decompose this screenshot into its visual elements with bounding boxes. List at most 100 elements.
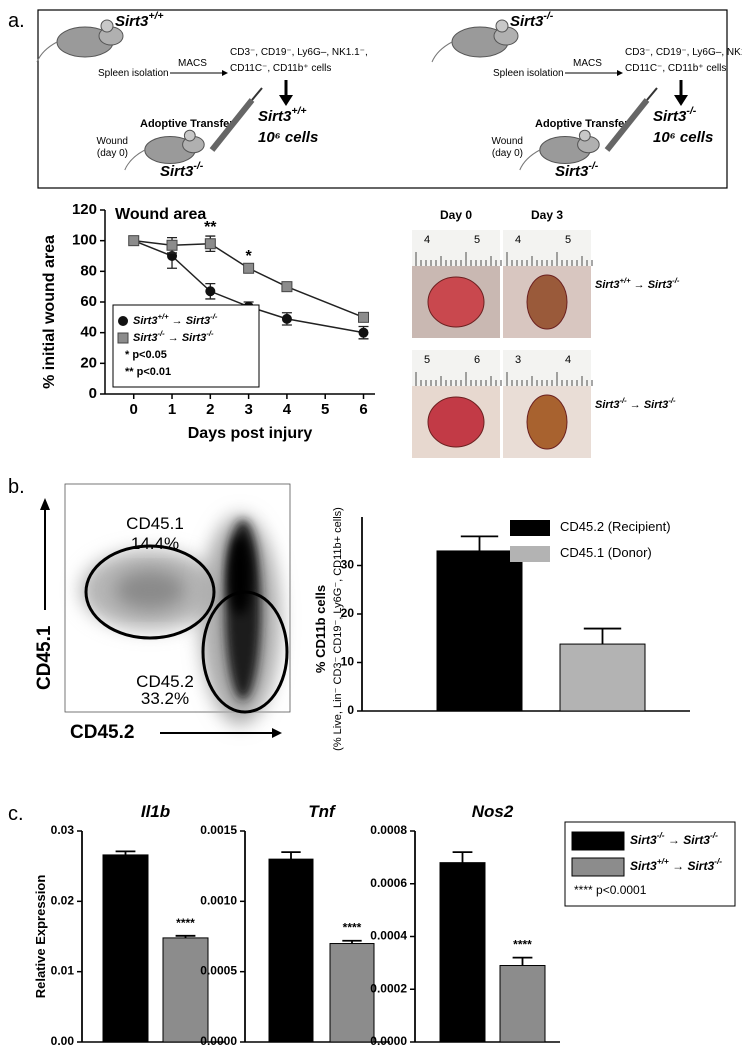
y-tick-label: 0.0010 <box>200 894 237 908</box>
column-label: Day 3 <box>531 208 563 222</box>
genotype: Sirt3-/- <box>160 160 204 180</box>
wound <box>526 274 568 330</box>
bar <box>439 862 486 1043</box>
legend-box <box>112 304 260 388</box>
legend-swatch <box>510 546 550 562</box>
wound-label: Wound <box>96 136 128 147</box>
syringe <box>646 87 658 101</box>
significance: **** <box>176 916 195 930</box>
wound <box>526 394 568 450</box>
bar <box>268 858 314 1043</box>
legend-marker <box>117 332 129 344</box>
cell-count: 10⁶ cells <box>653 129 713 146</box>
ruler-number: 3 <box>515 354 521 366</box>
data-point <box>128 235 140 247</box>
bar-chart: 0 10 20 30 % CD11b cells (% Live, Lin⁻ CD3⁻ C… <box>313 507 690 751</box>
legend-note: **** p<0.0001 <box>574 883 647 897</box>
wound-photos: Day 0 Day 3 4 5 4 5 Sirt3+/+ → Sirt3-/- 5 6 3 4 Sir… <box>412 208 680 458</box>
mouse-icon <box>100 19 114 33</box>
method-label: MACS <box>573 58 602 69</box>
wound-label: (day 0) <box>492 148 523 159</box>
cell-markers: CD3⁻, CD19⁻, Ly6G–, NK1.1⁻, <box>625 47 742 58</box>
legend-label: Sirt3-/- → Sirt3-/- <box>133 329 214 344</box>
y-tick-label: 0.0006 <box>370 876 407 890</box>
y-tick-label: 0.02 <box>51 894 75 908</box>
step-label: Spleen isolation <box>493 68 564 79</box>
panel-label: a. <box>8 10 25 32</box>
cell-markers: CD3⁻, CD19⁻, Ly6G–, NK1.1⁻, <box>230 47 368 58</box>
data-point <box>204 238 216 250</box>
y-tick-label: 100 <box>72 232 97 249</box>
error-bar <box>452 851 473 863</box>
y-tick-label: 120 <box>72 201 97 218</box>
y-tick-label: 0.0008 <box>370 823 407 837</box>
x-axis-label: CD45.2 <box>70 722 134 743</box>
y-tick-label: 0.0004 <box>370 929 407 943</box>
x-tick-label: 5 <box>321 401 329 418</box>
x-tick-label: 1 <box>168 401 176 418</box>
row-label: Sirt3+/+ → Sirt3-/- <box>595 276 680 291</box>
bar <box>436 550 523 712</box>
data-point <box>358 327 369 338</box>
wound-label: (day 0) <box>97 148 128 159</box>
arrow <box>279 95 293 106</box>
ruler-number: 5 <box>424 354 430 366</box>
chart-title: Nos2 <box>472 802 514 821</box>
wound-label: Wound <box>491 136 523 147</box>
panel-label: b. <box>8 476 25 498</box>
series-line <box>133 239 364 334</box>
chart-title: Tnf <box>308 802 337 821</box>
y-tick-label: 0 <box>89 385 97 402</box>
y-tick-label: 30 <box>341 558 355 572</box>
y-tick-label: 0.0000 <box>200 1034 237 1048</box>
significance: ** <box>204 219 217 236</box>
x-axis-label: Days post injury <box>188 425 313 442</box>
gate <box>201 590 289 714</box>
data-point <box>166 239 178 251</box>
ruler-number: 5 <box>474 234 480 246</box>
ruler-number: 6 <box>474 354 480 366</box>
error-bar <box>115 850 136 855</box>
syringe <box>251 87 263 101</box>
panel-frame <box>37 9 728 189</box>
legend-note: ** p<0.01 <box>125 366 171 378</box>
mouse-icon <box>519 149 541 171</box>
mouse-icon <box>431 41 453 63</box>
error-bar <box>583 627 622 645</box>
mouse-icon <box>124 149 146 171</box>
y-axis-label: Relative Expression <box>33 875 48 999</box>
bar <box>499 965 546 1043</box>
data-point <box>281 313 292 324</box>
bar <box>102 854 149 1043</box>
significance: **** <box>343 921 362 935</box>
cell-markers: CD11C⁻, CD11b⁺ cells <box>625 63 726 74</box>
syringe <box>604 98 650 152</box>
syringe <box>209 98 255 152</box>
y-tick-label: 60 <box>80 293 97 310</box>
cell-count: 10⁶ cells <box>258 129 318 146</box>
transfer-label: Adoptive Transfer <box>140 118 234 130</box>
y-tick-label: 0.0005 <box>200 964 237 978</box>
chart-title: Wound area <box>115 206 206 223</box>
significance: **** <box>513 938 532 952</box>
significance: * <box>245 248 252 265</box>
bar <box>162 937 209 1043</box>
y-tick-label: 10 <box>341 655 355 669</box>
y-tick-label: 0.0015 <box>200 823 237 837</box>
genotype: Sirt3-/- <box>510 10 554 30</box>
y-tick-label: 0.03 <box>51 823 75 837</box>
legend-label: CD45.2 (Recipient) <box>560 519 671 534</box>
ruler-number: 4 <box>565 354 571 366</box>
x-tick-label: 2 <box>206 401 214 418</box>
genotype: Sirt3+/+ <box>115 10 164 30</box>
mouse-icon <box>495 19 509 33</box>
legend-note: * p<0.05 <box>125 349 167 361</box>
bar-chart: 0.0000 0.0005 0.0010 0.0015 **** Tnf <box>200 802 390 1048</box>
y-tick-label: 0.0000 <box>370 1034 407 1048</box>
y-tick-label: 0 <box>347 703 354 717</box>
gate-name: CD45.1 <box>126 514 184 533</box>
y-tick-label: 0.01 <box>51 964 75 978</box>
ruler-number: 4 <box>424 234 430 246</box>
chart-title: Il1b <box>141 802 170 821</box>
gate-name: CD45.2 <box>136 672 194 691</box>
